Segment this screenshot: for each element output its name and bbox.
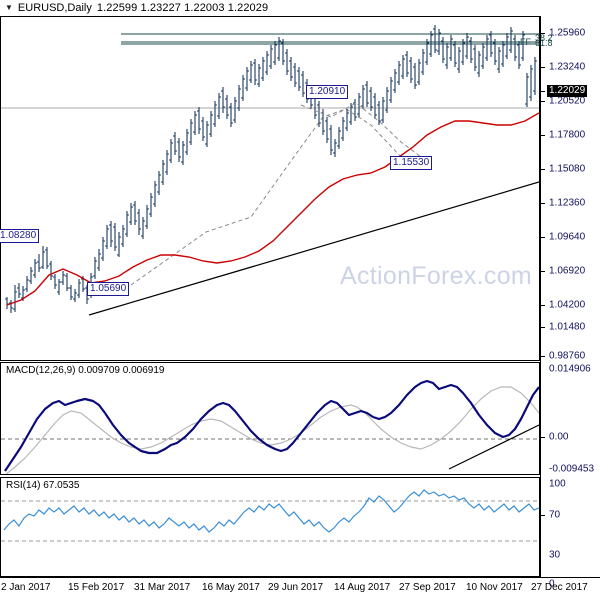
ohlc-values: 1.22599 1.23227 1.22003 1.22029: [96, 2, 269, 14]
price-tick-label: 1.23240: [549, 61, 586, 73]
macd-plot: [1, 363, 539, 474]
rsi-tick-label: 0: [549, 578, 555, 590]
price-plot: [1, 17, 539, 360]
price-tick-label: 0.98760: [549, 350, 586, 362]
price-tick-label: 1.04200: [549, 299, 586, 311]
date-tick-label: 29 Jun 2017: [268, 582, 324, 593]
macd-title: MACD(12,26,9) 0.009709 0.006919: [6, 365, 165, 376]
macd-panel: MACD(12,26,9) 0.009709 0.006919: [0, 362, 540, 475]
time-axis: 2 Jan 2017 15 Feb 2017 31 Mar 2017 16 Ma…: [0, 577, 600, 600]
fib-label-382: 38.2: [535, 33, 553, 43]
rsi-panel: RSI(14) 67.0535: [0, 477, 540, 577]
macd-tick-label: 0.00: [549, 431, 569, 443]
macd-tick-label: -0.009453: [549, 463, 595, 475]
price-tick-label: 1.25960: [549, 27, 586, 39]
date-tick-label: 27 Dec 2017: [531, 582, 588, 593]
fib-label-618: 61.8: [535, 38, 553, 48]
fib-label-ff: FF: [520, 37, 531, 47]
price-panel: 1.08280 1.05690 1.20910 1.15530 FF 38.2 …: [0, 16, 553, 361]
price-axis: 1.25960 1.23240 1.20520 1.17800 1.15080 …: [540, 16, 600, 590]
price-tick-label: 1.15080: [549, 163, 586, 175]
annotation-1-08280[interactable]: 1.08280: [0, 229, 40, 243]
date-tick-label: 2 Jan 2017: [1, 582, 51, 593]
price-tick-label: 1.12360: [549, 197, 586, 209]
annotation-1-05690[interactable]: 1.05690: [87, 282, 130, 296]
date-tick-label: 16 May 2017: [202, 582, 260, 593]
annotation-1-20910[interactable]: 1.20910: [306, 85, 349, 99]
date-tick-label: 31 Mar 2017: [134, 582, 191, 593]
price-tick-label: 1.20520: [549, 95, 586, 107]
annotation-1-15530[interactable]: 1.15530: [390, 156, 433, 170]
price-tick-label: 1.01480: [549, 321, 586, 333]
date-tick-label: 14 Aug 2017: [334, 582, 391, 593]
rsi-tick-label: 70: [549, 509, 561, 521]
price-tick-label: 1.09640: [549, 231, 586, 243]
rsi-tick-label: 30: [549, 549, 561, 561]
rsi-plot: [1, 478, 539, 576]
rsi-tick-label: 100: [549, 478, 566, 490]
price-tick-label: 1.06920: [549, 265, 586, 277]
date-tick-label: 15 Feb 2017: [68, 582, 125, 593]
date-tick-label: 10 Nov 2017: [466, 582, 523, 593]
current-price-label: 1.22029: [547, 85, 588, 97]
symbol-header: ▼ EURUSD,Daily 1.22599 1.23227 1.22003 1…: [0, 0, 600, 16]
date-tick-label: 27 Sep 2017: [399, 582, 456, 593]
chevron-down-icon[interactable]: ▼: [5, 3, 13, 12]
macd-tick-label: 0.014906: [549, 363, 591, 375]
symbol-name: EURUSD,Daily: [17, 2, 92, 14]
rsi-title: RSI(14) 67.0535: [6, 480, 80, 491]
price-tick-label: 1.17800: [549, 129, 586, 141]
